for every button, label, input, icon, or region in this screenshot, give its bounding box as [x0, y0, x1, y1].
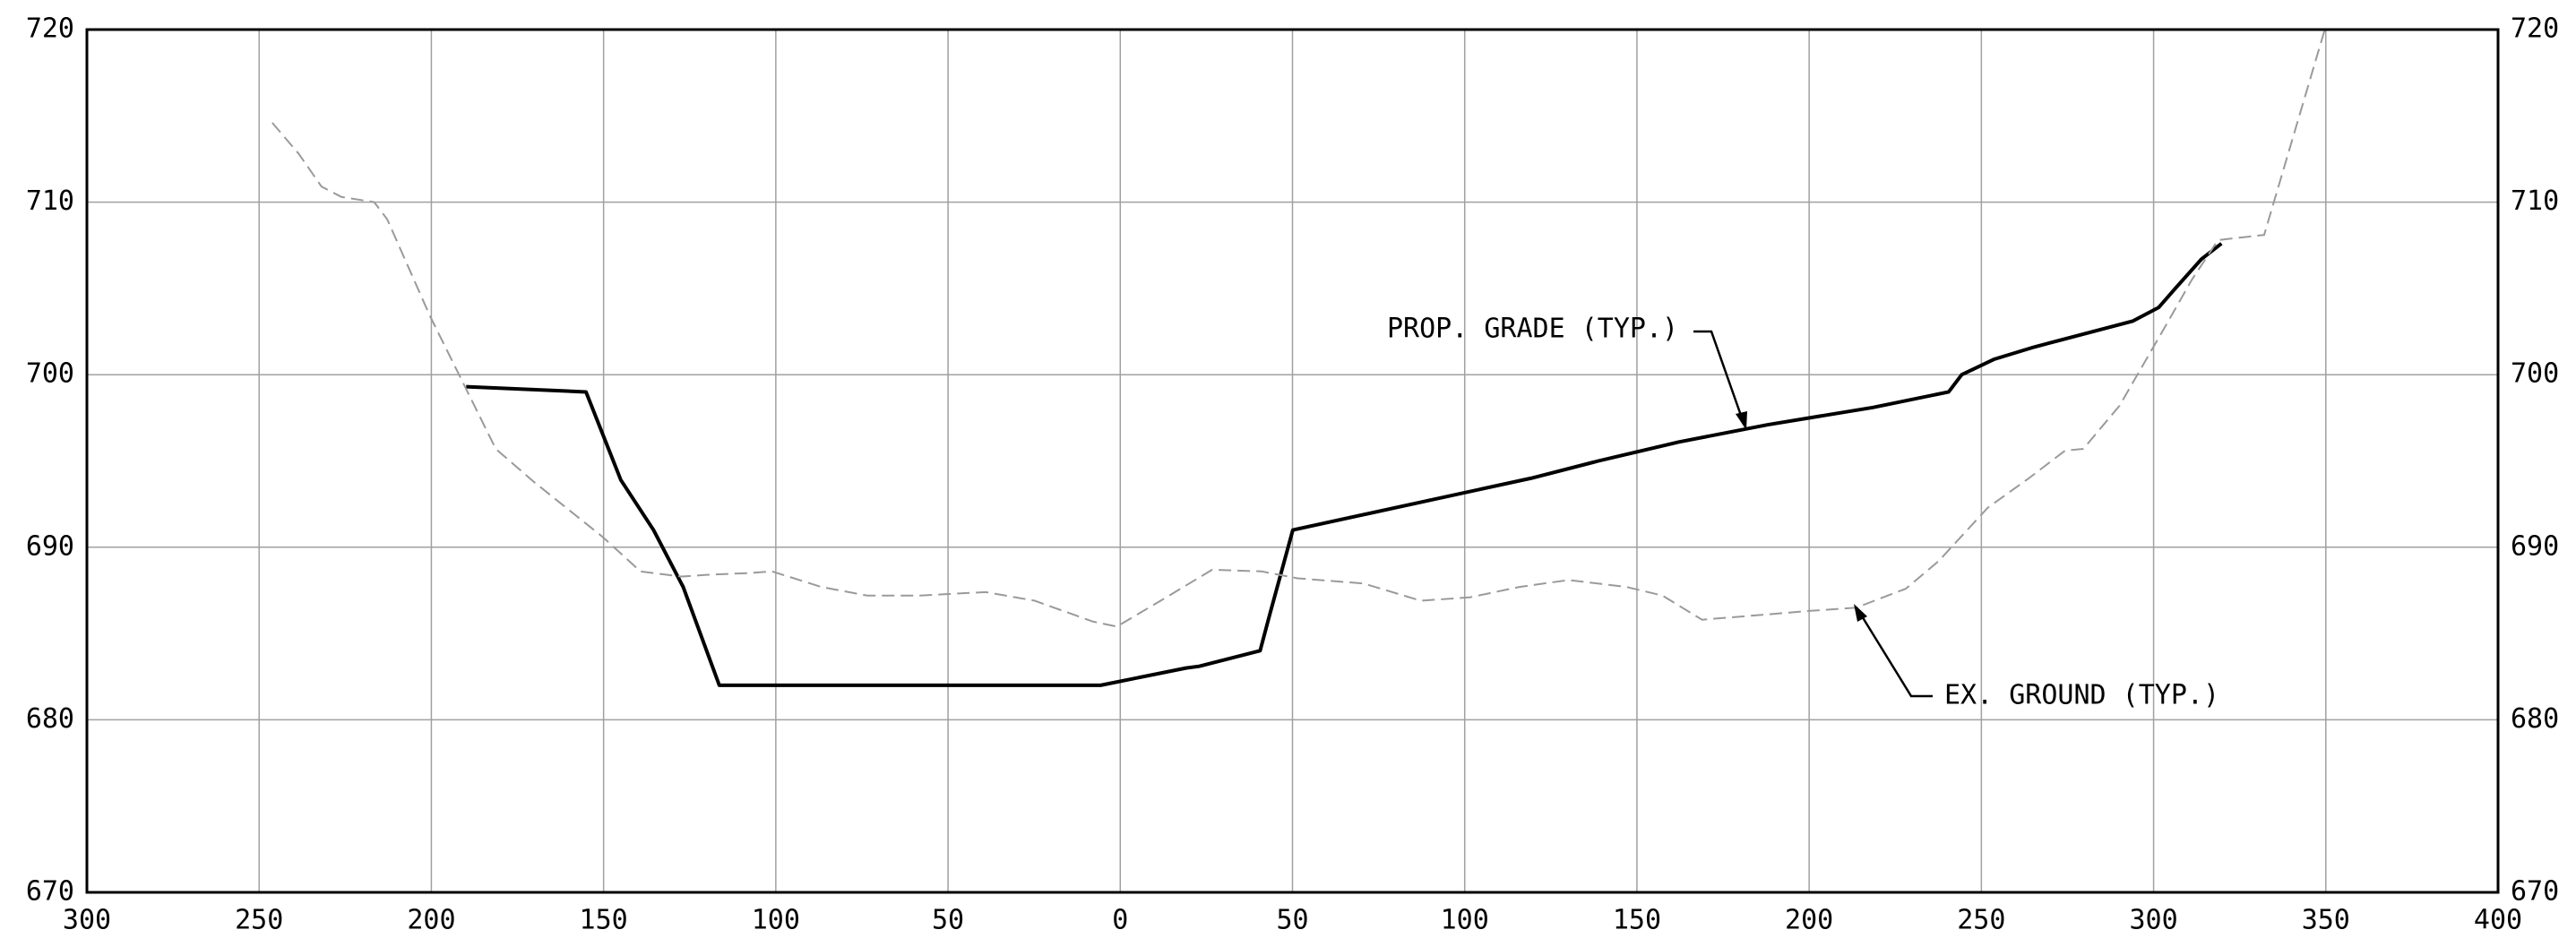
series-line	[466, 242, 2223, 687]
x-tick-label: 200	[1785, 905, 1833, 936]
x-tick-label: 300	[63, 905, 111, 936]
plot-frame	[85, 28, 2500, 894]
annotation: EX. GROUND (TYP.)	[1944, 680, 2219, 711]
y2-tick-label: 670	[2511, 876, 2559, 908]
y-tick-label: 690	[26, 530, 74, 562]
annotation: PROP. GRADE (TYP.)	[1387, 314, 1678, 345]
series-line	[271, 29, 2326, 628]
y2-tick-label: 690	[2511, 530, 2559, 562]
x-tick-label: 250	[1957, 905, 2005, 936]
x-tick-label: 150	[1613, 905, 1661, 936]
y2-tick-label: 680	[2511, 703, 2559, 735]
y-tick-label: 720	[26, 13, 74, 45]
x-tick-label: 300	[2129, 905, 2177, 936]
arrowhead	[1736, 411, 1747, 430]
leader	[1855, 607, 1933, 698]
y2-tick-label: 720	[2511, 13, 2559, 45]
x-tick-label: 150	[580, 905, 628, 936]
y-tick-label: 670	[26, 876, 74, 908]
x-tick-label: 0	[1112, 905, 1128, 936]
y-tick-label: 710	[26, 185, 74, 217]
x-tick-label: 350	[2302, 905, 2350, 936]
y2-tick-label: 710	[2511, 185, 2559, 217]
x-tick-label: 200	[407, 905, 455, 936]
y-tick-label: 680	[26, 703, 74, 735]
x-tick-label: 50	[1276, 905, 1308, 936]
x-tick-label: 50	[932, 905, 964, 936]
x-tick-label: 400	[2474, 905, 2522, 936]
y2-tick-label: 700	[2511, 358, 2559, 390]
y-tick-label: 700	[26, 358, 74, 390]
x-tick-label: 250	[235, 905, 283, 936]
leader	[1693, 330, 1746, 426]
x-tick-label: 100	[1441, 905, 1489, 936]
x-tick-label: 100	[752, 905, 800, 936]
arrowhead	[1854, 604, 1867, 622]
